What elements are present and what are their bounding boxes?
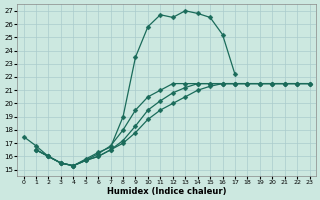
X-axis label: Humidex (Indice chaleur): Humidex (Indice chaleur) (107, 187, 226, 196)
